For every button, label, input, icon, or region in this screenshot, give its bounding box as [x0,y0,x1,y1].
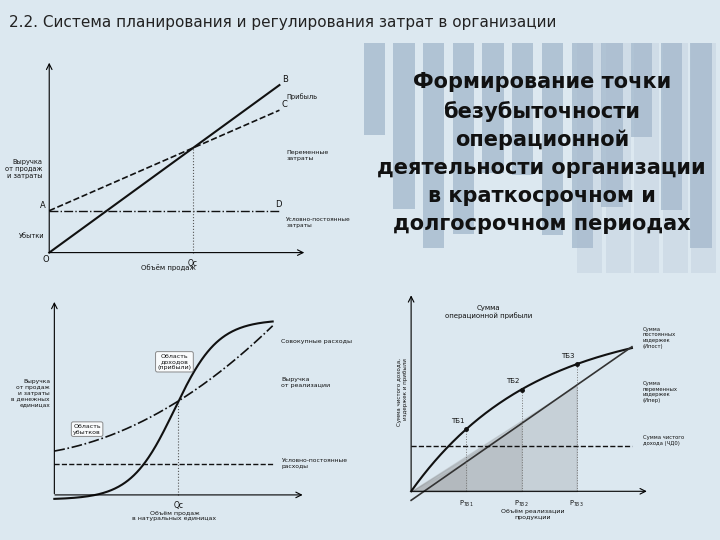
Text: Выручка
от продаж
и затраты: Выручка от продаж и затраты [5,159,42,179]
Text: ТБ2: ТБ2 [506,378,519,384]
Text: A: A [40,201,46,210]
Bar [453,43,474,234]
Bar [631,43,652,137]
Text: Сумма
переменных
издержек
(Ипер): Сумма переменных издержек (Ипер) [643,381,678,403]
Bar [577,43,603,273]
Bar [606,43,631,273]
Text: Выручка
от продаж
и затраты
в денежных
единицах: Выручка от продаж и затраты в денежных е… [12,379,50,407]
Bar [512,43,534,176]
Bar [690,43,711,248]
Text: Совокупные расходы: Совокупные расходы [282,339,352,344]
Text: Объём продаж: Объём продаж [142,264,197,271]
Text: Р$_{ТБ1}$: Р$_{ТБ1}$ [459,498,474,509]
Bar [482,43,504,173]
Text: Р$_{ТБ3}$: Р$_{ТБ3}$ [570,498,584,509]
Text: Прибыль: Прибыль [287,93,318,100]
Text: D: D [275,200,282,209]
Text: Сумма чистого дохода,
издержек и прибыли: Сумма чистого дохода, издержек и прибыли [397,358,408,426]
Text: Объём продаж
в натуральных единицах: Объём продаж в натуральных единицах [132,511,217,522]
Text: Сумма
операционной прибыли: Сумма операционной прибыли [445,305,532,319]
Text: Сумма чистого
дохода (ЧД0): Сумма чистого дохода (ЧД0) [643,435,684,446]
Text: Сумма
постоянных
издержек
(Ипост): Сумма постоянных издержек (Ипост) [643,327,676,349]
Text: ТБ3: ТБ3 [561,353,575,359]
Bar [364,43,385,135]
Text: B: B [282,75,287,84]
Bar [541,43,563,235]
Bar [423,43,444,248]
Bar [661,43,682,211]
Text: Qc: Qc [174,501,184,510]
Text: Выручка
от реализации: Выручка от реализации [282,377,330,388]
Bar [572,43,593,248]
Bar [393,43,415,209]
Text: O: O [42,255,49,264]
Bar [634,43,660,273]
Text: ТБ1: ТБ1 [451,417,464,423]
Text: 2.2. Система планирования и регулирования затрат в организации: 2.2. Система планирования и регулировани… [9,15,556,30]
Text: Условно-постоянные
затраты: Условно-постоянные затраты [287,217,351,228]
Text: Область
убытков: Область убытков [73,424,101,435]
Text: C: C [282,100,287,110]
Bar [691,43,716,273]
Text: Переменные
затраты: Переменные затраты [287,150,328,161]
Text: Убытки: Убытки [19,233,45,239]
Text: Условно-постоянные
расходы: Условно-постоянные расходы [282,458,348,469]
Text: Формирование точки
безубыточности
операционной
деятельности организации
в кратко: Формирование точки безубыточности операц… [377,72,706,234]
Text: Объём реализации
продукции: Объём реализации продукции [501,509,564,520]
Bar [663,43,688,273]
Text: Qc: Qc [188,259,198,268]
Text: Р$_{ТБ2}$: Р$_{ТБ2}$ [514,498,528,509]
Bar [601,43,623,207]
Text: Область
доходов
(прибыли): Область доходов (прибыли) [158,354,192,370]
